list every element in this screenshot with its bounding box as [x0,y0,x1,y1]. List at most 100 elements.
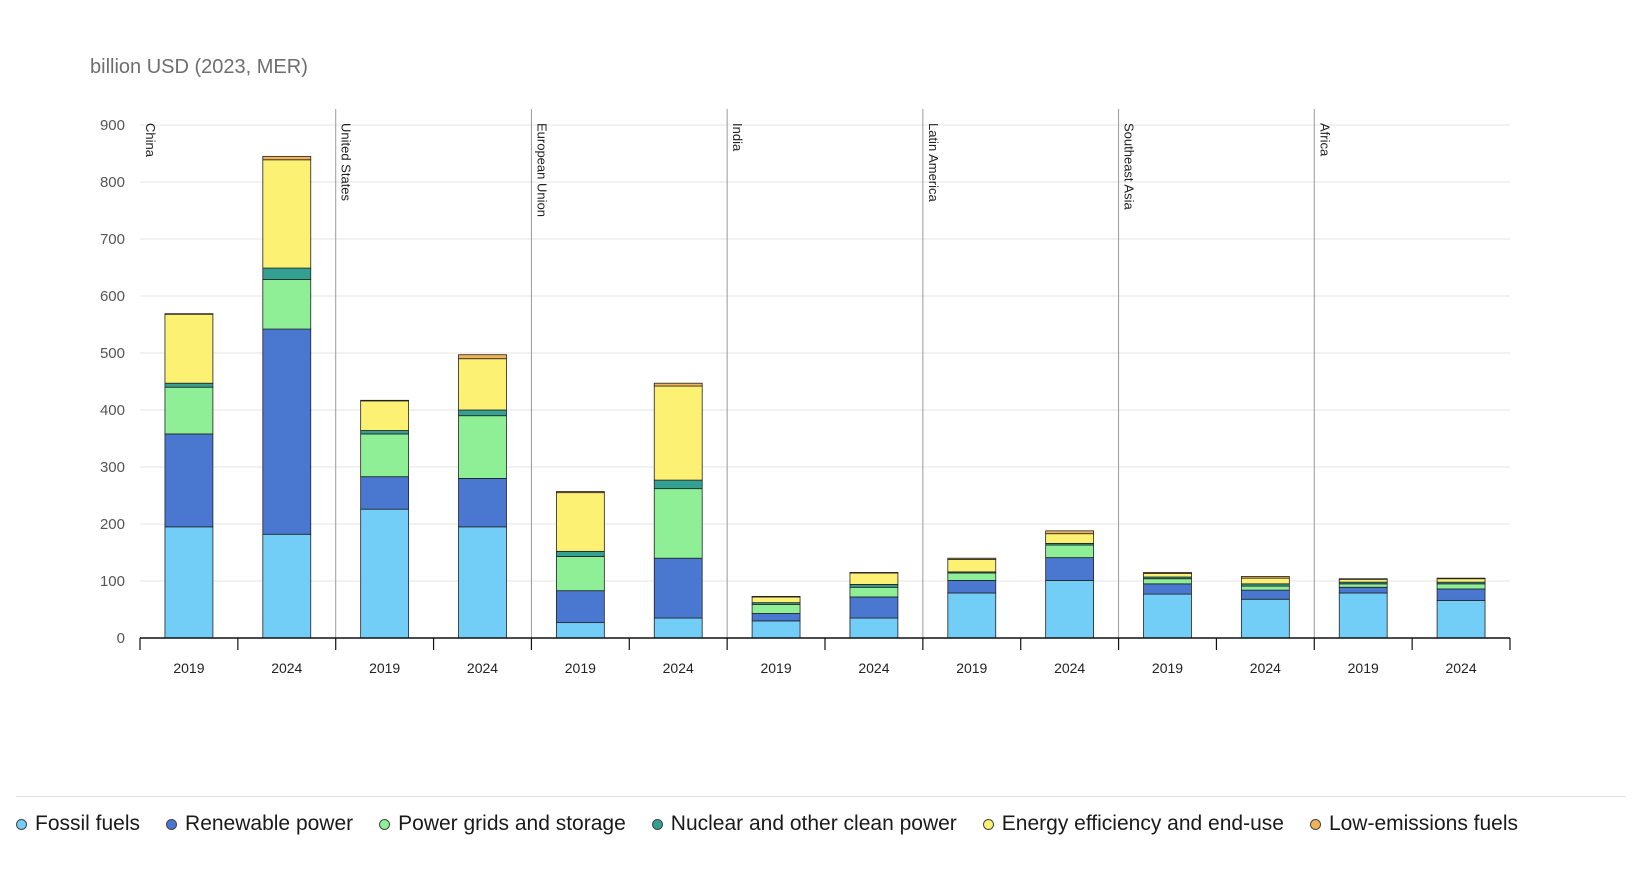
legend-swatch [16,818,27,830]
bar-segment [751,595,801,598]
bar-segment [555,491,605,494]
bar-segment [751,596,801,604]
legend-item[interactable]: Power grids and storage [379,812,626,836]
legend-label: Power grids and storage [398,812,626,835]
bar-segment [164,382,214,388]
legend-swatch [1309,818,1321,830]
bar-segment [1143,572,1192,574]
x-tick-label: 2019 [1348,660,1379,676]
bar-segment [262,159,312,269]
bar-segment [653,479,703,490]
bar-segment [262,533,312,639]
chart: billion USD (2023, MER) 0 100 200 300 400 500 6… [90,56,1511,676]
bar-segment [555,622,605,639]
bar-segment [458,526,507,639]
bar-segment [653,557,703,619]
y-tick-label: 600 [100,288,125,305]
bar-segment [360,400,410,431]
bar-segment [947,592,997,639]
bar-segment [947,557,997,560]
bar-segment [164,313,214,384]
bar-segment [751,603,801,614]
bar-segment [1143,573,1192,578]
bar-segment [555,590,605,624]
legend-item[interactable]: Energy efficiency and end-use [982,812,1284,836]
bar-segment [1143,593,1192,639]
legend-label: Nuclear and other clean power [670,812,957,835]
legend-label: Renewable power [185,812,354,835]
x-tick-label: 2024 [858,660,889,676]
bar-segment [849,584,899,588]
bar-segment [751,613,801,622]
y-tick-label: 100 [100,573,125,590]
bar-segment [164,313,214,315]
bar-segment [262,328,312,535]
bar-segment [947,572,997,581]
bar-segment [1436,578,1486,583]
bar-segment [1338,578,1388,583]
x-tick-label: 2019 [760,660,791,676]
bar-segment [1045,557,1095,581]
y-tick-label: 0 [117,630,125,647]
unit-label: billion USD (2023, MER) [90,56,308,78]
legend-item[interactable]: Low-emissions fuels [1309,812,1519,836]
bar-segment [849,586,899,598]
bar-segment [262,267,312,280]
legend-swatch [982,818,994,830]
bar-segment [1045,533,1095,544]
region-label: Africa [1317,123,1332,157]
bar-segment [458,415,507,479]
region-label: Southeast Asia [1122,123,1137,210]
x-tick-label: 2019 [956,660,987,676]
region-label: India [730,123,745,152]
bar-segment [1436,599,1486,639]
bar-segment [458,354,507,360]
bar-segment [751,620,801,639]
x-tick-label: 2024 [271,660,302,676]
y-tick-label: 200 [100,516,125,533]
bar-segment [653,617,703,639]
bar-segment [164,386,214,435]
bar-segment [1143,583,1192,595]
legend-item[interactable]: Fossil fuels [16,812,140,836]
y-tick-label: 400 [100,402,125,419]
bar-segment [653,382,703,387]
bar-segment [1240,577,1290,585]
bar-segment [1338,592,1388,639]
y-tick-label: 900 [100,117,125,134]
x-tick-label: 2019 [1152,660,1183,676]
legend-label: Energy efficiency and end-use [1001,812,1284,835]
bar-segment [360,430,410,435]
region-label: China [143,123,158,158]
x-tick-label: 2019 [173,660,204,676]
bar-segment [947,558,997,573]
bar-segment [555,556,605,592]
legend-swatch [651,818,663,830]
bar-segment [555,492,605,552]
y-tick-label: 800 [100,174,125,191]
bar-segment [1338,578,1388,580]
legend-item[interactable]: Renewable power [166,812,353,836]
x-tick-label: 2024 [1445,660,1476,676]
legend-label: Low-emissions fuels [1328,812,1519,835]
bar-segment [360,476,410,510]
bar-segment [1240,598,1290,639]
bar-segment [1436,577,1486,580]
bar-segment [360,433,410,478]
bar-segment [1143,578,1192,585]
bar-segment [653,385,703,481]
legend-item[interactable]: Nuclear and other clean power [651,812,957,836]
bar-segment [849,596,899,619]
bar-segment [1045,580,1095,639]
bar-segment [849,572,899,585]
bar-segment [1338,586,1388,594]
x-tick-label: 2019 [565,660,596,676]
bar-segment [947,580,997,594]
region-label: Latin America [926,123,941,203]
bar-segment [1436,583,1486,590]
bar-segment [1436,588,1486,601]
legend-swatch [166,818,178,830]
x-tick-label: 2024 [1250,660,1281,676]
bar-segment [1240,585,1290,591]
bar-segment [458,477,507,528]
